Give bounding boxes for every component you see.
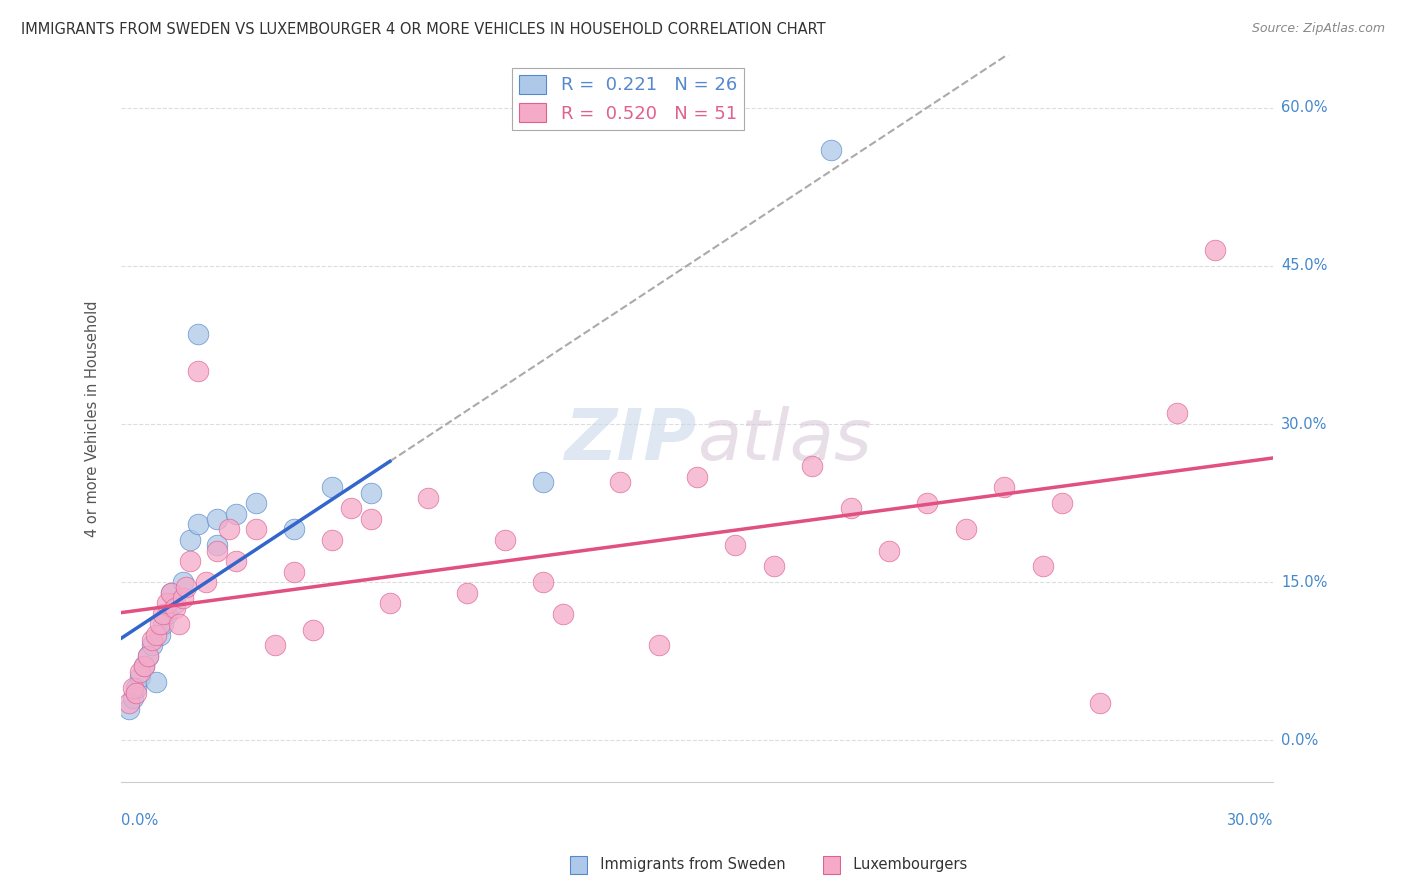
Point	[647, 639, 669, 653]
Point	[118, 701, 141, 715]
Point	[283, 523, 305, 537]
Point	[762, 559, 785, 574]
Point	[263, 639, 285, 653]
Point	[160, 585, 183, 599]
Point	[724, 538, 747, 552]
Text: atlas: atlas	[697, 406, 872, 475]
Point	[156, 596, 179, 610]
Bar	[824, 856, 839, 874]
Y-axis label: 4 or more Vehicles in Household: 4 or more Vehicles in Household	[86, 301, 100, 537]
Point	[148, 617, 170, 632]
Text: ZIP: ZIP	[565, 406, 697, 475]
Point	[179, 554, 201, 568]
Point	[160, 585, 183, 599]
Point	[156, 607, 179, 621]
Point	[551, 607, 574, 621]
Bar	[571, 856, 586, 874]
Text: Immigrants from Sweden: Immigrants from Sweden	[591, 857, 785, 872]
Point	[360, 485, 382, 500]
Text: Luxembourgers: Luxembourgers	[844, 857, 967, 872]
Text: IMMIGRANTS FROM SWEDEN VS LUXEMBOURGER 4 OR MORE VEHICLES IN HOUSEHOLD CORRELATI: IMMIGRANTS FROM SWEDEN VS LUXEMBOURGER 4…	[21, 22, 825, 37]
Point	[340, 501, 363, 516]
Point	[993, 480, 1015, 494]
Point	[839, 501, 862, 516]
Point	[125, 681, 148, 695]
Point	[302, 623, 325, 637]
Point	[609, 475, 631, 489]
Point	[1050, 496, 1073, 510]
Point	[176, 581, 198, 595]
Point	[172, 575, 194, 590]
Point	[225, 507, 247, 521]
Point	[494, 533, 516, 547]
Point	[283, 565, 305, 579]
Point	[148, 628, 170, 642]
Point	[456, 585, 478, 599]
Point	[118, 696, 141, 710]
Point	[378, 596, 401, 610]
Text: 30.0%: 30.0%	[1226, 813, 1272, 828]
Point	[225, 554, 247, 568]
Point	[121, 691, 143, 706]
Point	[1088, 696, 1111, 710]
Point	[533, 475, 555, 489]
Point	[321, 533, 343, 547]
Text: 60.0%: 60.0%	[1281, 100, 1327, 115]
Point	[134, 659, 156, 673]
Point	[136, 648, 159, 663]
Text: 15.0%: 15.0%	[1281, 574, 1327, 590]
Point	[245, 496, 267, 510]
Point	[1166, 407, 1188, 421]
Point	[187, 364, 209, 378]
Point	[205, 512, 228, 526]
Point	[125, 686, 148, 700]
Point	[1204, 243, 1226, 257]
Text: 0.0%: 0.0%	[121, 813, 159, 828]
Point	[163, 596, 186, 610]
Point	[167, 617, 190, 632]
Point	[152, 617, 174, 632]
Point	[145, 675, 167, 690]
Text: Source: ZipAtlas.com: Source: ZipAtlas.com	[1251, 22, 1385, 36]
Text: 45.0%: 45.0%	[1281, 259, 1327, 274]
Point	[321, 480, 343, 494]
Point	[205, 543, 228, 558]
Text: 0.0%: 0.0%	[1281, 732, 1319, 747]
Point	[877, 543, 900, 558]
Point	[686, 469, 709, 483]
Point	[136, 648, 159, 663]
Point	[917, 496, 939, 510]
Point	[955, 523, 977, 537]
Point	[218, 523, 240, 537]
Point	[187, 327, 209, 342]
Point	[141, 633, 163, 648]
Point	[121, 681, 143, 695]
Point	[163, 601, 186, 615]
Point	[187, 517, 209, 532]
Point	[172, 591, 194, 605]
Point	[245, 523, 267, 537]
Point	[134, 659, 156, 673]
Point	[141, 639, 163, 653]
Point	[179, 533, 201, 547]
Point	[360, 512, 382, 526]
Point	[533, 575, 555, 590]
Point	[129, 670, 152, 684]
Point	[152, 607, 174, 621]
Point	[205, 538, 228, 552]
Legend: R =  0.221   N = 26, R =  0.520   N = 51: R = 0.221 N = 26, R = 0.520 N = 51	[512, 68, 744, 130]
Point	[1031, 559, 1053, 574]
Point	[418, 491, 440, 505]
Point	[145, 628, 167, 642]
Text: 30.0%: 30.0%	[1281, 417, 1327, 432]
Point	[194, 575, 217, 590]
Point	[801, 459, 824, 474]
Point	[820, 143, 842, 157]
Point	[129, 665, 152, 679]
